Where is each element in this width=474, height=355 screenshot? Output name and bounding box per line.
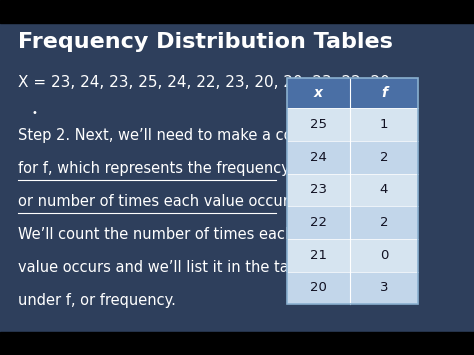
- Text: 2: 2: [380, 151, 388, 164]
- Text: 20: 20: [310, 282, 327, 294]
- Text: X = 23, 24, 23, 25, 24, 22, 23, 20, 20, 23, 22, 20: X = 23, 24, 23, 25, 24, 22, 23, 20, 20, …: [18, 75, 390, 89]
- Text: We’ll count the number of times each: We’ll count the number of times each: [18, 227, 294, 242]
- Text: 23: 23: [310, 184, 327, 196]
- Text: 1: 1: [380, 118, 388, 131]
- Text: value occurs and we’ll list it in the table: value occurs and we’ll list it in the ta…: [18, 260, 311, 275]
- Text: 22: 22: [310, 216, 327, 229]
- Text: Step 2. Next, we’ll need to make a column: Step 2. Next, we’ll need to make a colum…: [18, 128, 330, 143]
- Text: 25: 25: [310, 118, 327, 131]
- Text: f: f: [381, 86, 387, 100]
- Text: 3: 3: [380, 282, 388, 294]
- Text: 4: 4: [380, 184, 388, 196]
- FancyBboxPatch shape: [287, 141, 418, 174]
- FancyBboxPatch shape: [287, 239, 418, 272]
- Text: 24: 24: [310, 151, 327, 164]
- FancyBboxPatch shape: [287, 174, 418, 206]
- Text: 2: 2: [380, 216, 388, 229]
- FancyBboxPatch shape: [287, 206, 418, 239]
- Text: 0: 0: [380, 249, 388, 262]
- FancyBboxPatch shape: [287, 78, 418, 108]
- Text: 21: 21: [310, 249, 327, 262]
- Text: or number of times each value occurs.: or number of times each value occurs.: [18, 194, 301, 209]
- FancyBboxPatch shape: [287, 272, 418, 304]
- Text: Frequency Distribution Tables: Frequency Distribution Tables: [18, 32, 393, 52]
- Text: x: x: [314, 86, 323, 100]
- Text: under f, or frequency.: under f, or frequency.: [18, 293, 176, 308]
- FancyBboxPatch shape: [287, 108, 418, 141]
- Text: •: •: [32, 108, 37, 118]
- Text: for f, which represents the frequency: for f, which represents the frequency: [18, 161, 290, 176]
